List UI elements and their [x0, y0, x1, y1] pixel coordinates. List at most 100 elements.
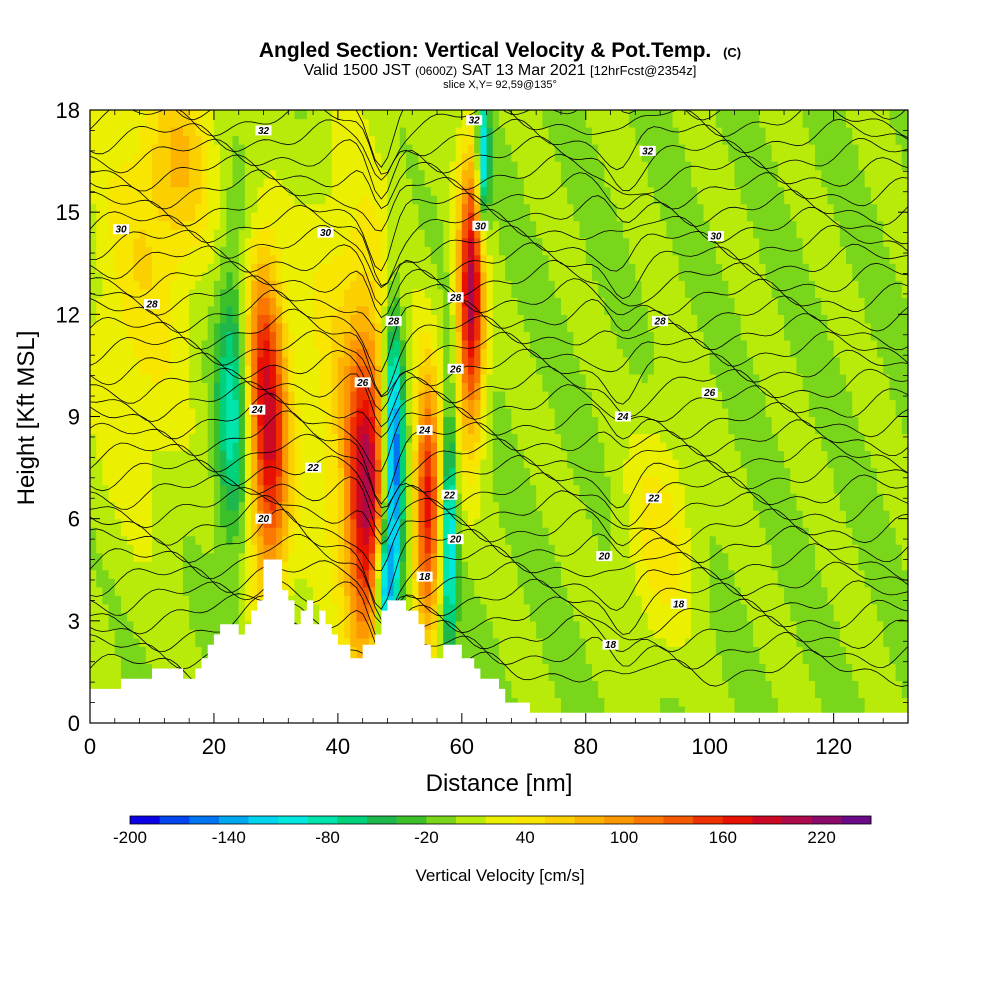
velocity-cell [455, 586, 463, 596]
velocity-cell [393, 288, 401, 298]
velocity-cell [511, 450, 519, 460]
velocity-cell [96, 178, 103, 188]
velocity-cell [207, 637, 215, 647]
velocity-cell [220, 331, 227, 341]
velocity-cell [344, 144, 351, 154]
velocity-cell [350, 186, 358, 196]
velocity-cell [480, 110, 488, 120]
velocity-cell [356, 331, 364, 341]
velocity-cell [505, 339, 512, 349]
velocity-cell [306, 595, 314, 605]
velocity-cell [133, 578, 141, 588]
velocity-cell [151, 229, 159, 239]
velocity-cell [182, 195, 190, 205]
velocity-cell [201, 169, 209, 179]
velocity-cell [189, 425, 196, 435]
velocity-cell [461, 467, 469, 477]
velocity-cell [325, 314, 333, 324]
velocity-cell [505, 484, 512, 494]
velocity-cell [368, 263, 376, 273]
velocity-cell [282, 578, 289, 588]
velocity-cell [90, 425, 97, 435]
velocity-cell [362, 135, 370, 145]
velocity-cell [430, 561, 438, 571]
velocity-cell [108, 535, 116, 545]
velocity-cell [344, 348, 351, 358]
velocity-cell [294, 169, 302, 179]
velocity-cell [220, 433, 227, 443]
velocity-cell [356, 127, 364, 137]
velocity-cell [207, 416, 215, 426]
velocity-cell [257, 561, 265, 571]
velocity-cell [201, 493, 209, 503]
velocity-cell [375, 331, 382, 341]
velocity-cell [269, 450, 277, 460]
velocity-cell [300, 237, 308, 247]
velocity-cell [399, 110, 407, 120]
velocity-cell [381, 135, 389, 145]
velocity-cell [207, 425, 215, 435]
velocity-cell [350, 365, 358, 375]
velocity-cell [232, 339, 240, 349]
velocity-cell [337, 586, 345, 596]
velocity-cell [486, 433, 494, 443]
velocity-cell [120, 484, 128, 494]
velocity-cell [176, 237, 184, 247]
velocity-cell [257, 152, 265, 162]
velocity-cell [443, 365, 451, 375]
velocity-cell [195, 229, 203, 239]
velocity-cell [282, 339, 289, 349]
velocity-cell [393, 569, 401, 579]
velocity-cell [127, 527, 134, 537]
velocity-cell [499, 442, 506, 452]
velocity-cell [461, 263, 469, 273]
velocity-cell [288, 229, 296, 239]
velocity-cell [102, 586, 110, 596]
velocity-cell [96, 348, 103, 358]
velocity-cell [108, 484, 116, 494]
velocity-cell [387, 331, 395, 341]
velocity-cell [505, 186, 512, 196]
velocity-cell [158, 178, 165, 188]
velocity-cell [269, 161, 277, 171]
velocity-cell [319, 237, 327, 247]
velocity-cell [499, 416, 506, 426]
velocity-cell [331, 476, 339, 486]
velocity-cell [337, 561, 345, 571]
velocity-cell [306, 518, 314, 528]
velocity-cell [443, 476, 451, 486]
velocity-cell [375, 476, 382, 486]
velocity-cell [238, 586, 246, 596]
velocity-cell [226, 476, 234, 486]
velocity-cell [474, 135, 482, 145]
velocity-cell [511, 654, 519, 664]
velocity-cell [505, 382, 512, 392]
velocity-cell [368, 135, 376, 145]
velocity-cell [201, 271, 209, 281]
velocity-cell [102, 399, 110, 409]
velocity-cell [300, 186, 308, 196]
velocity-cell [480, 501, 488, 511]
velocity-cell [480, 493, 488, 503]
velocity-cell [461, 501, 469, 511]
velocity-cell [344, 510, 351, 520]
velocity-cell [176, 110, 184, 120]
velocity-cell [120, 433, 128, 443]
velocity-cell [90, 620, 97, 630]
velocity-cell [412, 178, 420, 188]
velocity-cell [151, 535, 159, 545]
velocity-cell [412, 263, 420, 273]
velocity-cell [269, 263, 277, 273]
velocity-cell [189, 399, 196, 409]
velocity-cell [505, 433, 512, 443]
velocity-cell [412, 254, 420, 264]
velocity-cell [176, 339, 184, 349]
velocity-cell [114, 442, 122, 452]
velocity-cell [517, 569, 525, 579]
velocity-cell [170, 195, 178, 205]
velocity-cell [337, 127, 345, 137]
velocity-cell [381, 407, 389, 418]
velocity-cell [356, 348, 364, 358]
velocity-cell [120, 203, 128, 213]
velocity-cell [108, 425, 116, 435]
